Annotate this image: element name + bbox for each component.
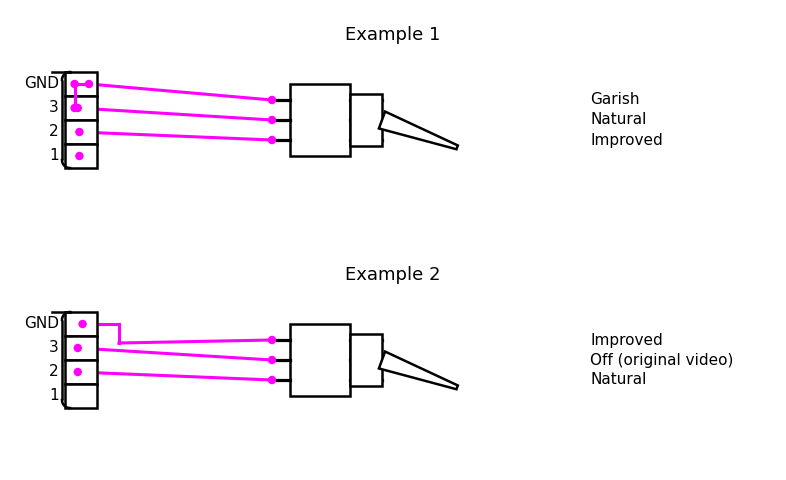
Bar [350, 94, 382, 146]
Circle shape [75, 105, 81, 111]
Bar [290, 324, 350, 396]
Text: Natural: Natural [590, 372, 646, 387]
Circle shape [269, 96, 276, 104]
Bar [65, 96, 97, 120]
Text: GND: GND [24, 76, 59, 92]
Circle shape [269, 336, 276, 344]
Circle shape [269, 357, 276, 363]
Bar [65, 144, 97, 168]
Bar [65, 384, 97, 408]
Polygon shape [379, 351, 458, 389]
Circle shape [76, 129, 83, 135]
Circle shape [75, 369, 81, 375]
Text: Example 2: Example 2 [345, 266, 441, 284]
Text: 3: 3 [50, 340, 59, 356]
Circle shape [71, 81, 78, 87]
Text: 1: 1 [50, 388, 59, 404]
Text: Improved: Improved [590, 132, 663, 147]
Text: 3: 3 [50, 100, 59, 116]
Circle shape [75, 345, 81, 351]
Polygon shape [379, 111, 458, 149]
Circle shape [269, 117, 276, 123]
Text: Off (original video): Off (original video) [590, 352, 733, 368]
Bar [350, 334, 382, 386]
Bar [290, 84, 350, 156]
Circle shape [79, 321, 86, 327]
Circle shape [269, 376, 276, 384]
Bar [65, 336, 97, 360]
Text: 2: 2 [50, 124, 59, 140]
Bar [65, 72, 97, 96]
Text: GND: GND [24, 316, 59, 332]
Text: Garish: Garish [590, 93, 640, 108]
Circle shape [86, 81, 93, 87]
Bar [65, 312, 97, 336]
Text: Improved: Improved [590, 333, 663, 348]
Bar [65, 360, 97, 384]
Text: Example 1: Example 1 [345, 26, 441, 44]
Text: 1: 1 [50, 148, 59, 164]
Circle shape [71, 105, 78, 111]
Text: Natural: Natural [590, 112, 646, 128]
Circle shape [76, 153, 83, 159]
Circle shape [269, 136, 276, 144]
Text: 2: 2 [50, 364, 59, 380]
Bar [65, 120, 97, 144]
